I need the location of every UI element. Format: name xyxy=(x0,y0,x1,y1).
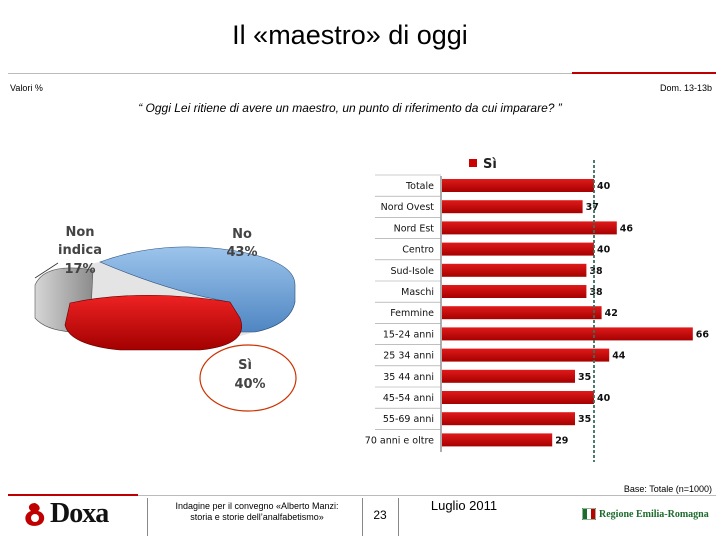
top-divider xyxy=(8,73,716,74)
bar xyxy=(442,200,583,214)
bar xyxy=(442,263,587,277)
top-accent-bar xyxy=(572,72,716,74)
bar xyxy=(442,412,575,426)
bar-category-label: 15-24 anni xyxy=(383,329,434,340)
bar-category-label: 55-69 anni xyxy=(383,414,434,425)
bar-value-label: 40 xyxy=(597,245,611,256)
bar-value-label: 44 xyxy=(612,351,626,362)
question-reference: Dom. 13-13b xyxy=(659,83,712,93)
bar-category-label: 45-54 anni xyxy=(383,393,434,404)
bar-value-label: 38 xyxy=(589,287,603,298)
page-number: 23 xyxy=(373,508,387,522)
legend-swatch xyxy=(469,159,477,167)
bar-category-label: 35 44 anni xyxy=(383,372,434,383)
bar-value-label: 35 xyxy=(578,372,591,383)
bar-chart: Sì Totale 40 Nord Ovest 37 Nord Est 46 Centro 4… xyxy=(365,157,710,462)
doxa-logo-icon xyxy=(25,503,45,526)
pie-value-no: 43% xyxy=(226,245,257,260)
bar-category-label: Sud-Isole xyxy=(390,266,434,277)
bottom-divider xyxy=(8,495,716,496)
footer-separator xyxy=(398,498,399,536)
bar-category-label: 25 34 anni xyxy=(383,351,434,362)
bar-value-label: 40 xyxy=(597,393,611,404)
region-flag-icon xyxy=(582,508,596,520)
bar-value-label: 40 xyxy=(597,181,611,192)
doxa-logo-text: Doxa xyxy=(50,498,109,529)
bar-value-label: 29 xyxy=(555,435,568,446)
bar-series-si: Totale 40 Nord Ovest 37 Nord Est 46 Centro 40 Su… xyxy=(365,174,710,447)
bar-value-label: 37 xyxy=(586,202,599,213)
survey-description: Indagine per il convegno «Alberto Manzi:… xyxy=(157,501,357,523)
bar xyxy=(442,285,587,298)
bar-value-label: 38 xyxy=(589,266,603,277)
survey-description-line1: Indagine per il convegno «Alberto Manzi: xyxy=(175,501,339,511)
doxa-logo: Doxa xyxy=(22,498,109,529)
footer-separator xyxy=(362,498,363,536)
bar xyxy=(442,391,594,404)
bar-category-label: Femmine xyxy=(390,308,434,319)
bar xyxy=(442,369,575,383)
survey-question: “ Oggi Lei ritiene di avere un maestro, … xyxy=(138,101,562,115)
pie-label-non: Non xyxy=(65,225,94,240)
pie-highlight-ring xyxy=(199,344,297,412)
base-note: Base: Totale (n=1000) xyxy=(623,484,712,494)
report-date: Luglio 2011 xyxy=(430,498,498,513)
bar xyxy=(442,242,594,256)
pie-chart: No 43% Sì 40% Non indica 17% xyxy=(34,225,297,412)
footer-separator xyxy=(147,498,148,536)
pie-label-indica: indica xyxy=(58,243,102,258)
pie-slice-si xyxy=(64,294,242,351)
bar-category-label: Centro xyxy=(402,245,434,256)
bottom-accent-bar xyxy=(8,494,138,496)
bar-category-label: Nord Est xyxy=(394,223,435,234)
bar xyxy=(442,221,617,235)
legend-label: Sì xyxy=(483,157,497,172)
bar xyxy=(442,306,602,320)
pie-value-si: 40% xyxy=(234,377,265,392)
pie-leader-line xyxy=(34,262,59,279)
pie-slice-no xyxy=(99,246,296,333)
pie-label-no: No xyxy=(232,227,252,242)
page-title: Il «maestro» di oggi xyxy=(232,20,468,50)
bar xyxy=(442,433,553,447)
region-logo-text: Regione Emilia-Romagna xyxy=(599,508,709,520)
bar xyxy=(442,327,693,341)
region-logo: Regione Emilia-Romagna xyxy=(582,508,709,520)
bar-category-label: Totale xyxy=(405,181,434,192)
bar-category-label: Maschi xyxy=(401,287,434,298)
pie-value-non-indica: 17% xyxy=(64,262,95,277)
bar xyxy=(442,179,594,192)
survey-description-line2: storia e storie dell’analfabetismo» xyxy=(190,512,324,522)
units-label: Valori % xyxy=(10,83,43,93)
bar-value-label: 46 xyxy=(620,223,634,234)
bar-category-label: 70 anni e oltre xyxy=(365,435,434,446)
bar-value-label: 35 xyxy=(578,414,591,425)
bar-value-label: 42 xyxy=(605,308,618,319)
bar-value-label: 66 xyxy=(696,329,710,340)
bar xyxy=(442,348,610,362)
pie-label-si: Sì xyxy=(238,358,252,373)
bar-category-label: Nord Ovest xyxy=(381,202,435,213)
